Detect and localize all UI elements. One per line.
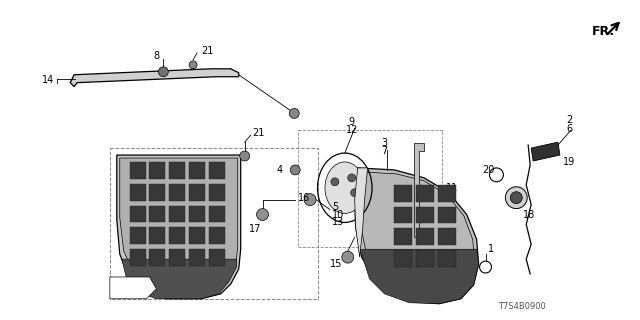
FancyBboxPatch shape	[394, 185, 412, 202]
Text: 21: 21	[201, 46, 213, 56]
FancyBboxPatch shape	[150, 162, 165, 179]
Text: 6: 6	[567, 124, 573, 134]
Text: 15: 15	[330, 259, 342, 269]
FancyBboxPatch shape	[438, 250, 456, 267]
Polygon shape	[531, 142, 560, 161]
Text: 5: 5	[332, 202, 338, 212]
Polygon shape	[122, 259, 237, 299]
FancyBboxPatch shape	[416, 185, 434, 202]
FancyBboxPatch shape	[209, 184, 225, 201]
Text: 7: 7	[381, 146, 388, 156]
Text: T7S4B0900: T7S4B0900	[499, 302, 546, 311]
Circle shape	[348, 174, 356, 182]
FancyBboxPatch shape	[150, 184, 165, 201]
FancyBboxPatch shape	[189, 228, 205, 244]
FancyBboxPatch shape	[438, 207, 456, 223]
Polygon shape	[116, 155, 241, 299]
FancyBboxPatch shape	[209, 249, 225, 266]
Text: 9: 9	[349, 117, 355, 127]
Text: 20: 20	[483, 165, 495, 175]
Text: 12: 12	[346, 125, 358, 135]
Circle shape	[291, 165, 300, 175]
FancyBboxPatch shape	[416, 228, 434, 245]
Circle shape	[342, 251, 354, 263]
Text: 16: 16	[298, 193, 310, 203]
FancyBboxPatch shape	[209, 206, 225, 222]
FancyBboxPatch shape	[150, 228, 165, 244]
FancyBboxPatch shape	[150, 249, 165, 266]
Polygon shape	[362, 249, 479, 304]
Text: 11: 11	[446, 183, 458, 193]
FancyBboxPatch shape	[189, 184, 205, 201]
Polygon shape	[110, 277, 156, 299]
FancyBboxPatch shape	[209, 228, 225, 244]
FancyBboxPatch shape	[189, 162, 205, 179]
Circle shape	[351, 189, 358, 197]
FancyBboxPatch shape	[394, 228, 412, 245]
FancyBboxPatch shape	[130, 249, 145, 266]
Circle shape	[331, 178, 339, 186]
Polygon shape	[120, 158, 237, 295]
Circle shape	[506, 187, 527, 209]
FancyBboxPatch shape	[130, 228, 145, 244]
FancyBboxPatch shape	[189, 206, 205, 222]
Polygon shape	[360, 172, 475, 299]
FancyBboxPatch shape	[416, 250, 434, 267]
FancyBboxPatch shape	[394, 250, 412, 267]
Text: 3: 3	[381, 138, 387, 148]
Circle shape	[510, 192, 522, 204]
Polygon shape	[70, 69, 239, 87]
Text: 19: 19	[563, 157, 575, 167]
Polygon shape	[355, 168, 479, 304]
Text: 2: 2	[566, 115, 573, 125]
Text: 13: 13	[332, 218, 344, 228]
Text: 21: 21	[253, 128, 265, 138]
Text: FR.: FR.	[591, 25, 615, 38]
Circle shape	[289, 108, 299, 118]
FancyBboxPatch shape	[170, 162, 185, 179]
FancyBboxPatch shape	[189, 249, 205, 266]
FancyBboxPatch shape	[170, 184, 185, 201]
Circle shape	[240, 151, 250, 161]
Text: 14: 14	[42, 75, 54, 85]
Polygon shape	[355, 168, 367, 257]
Text: 1: 1	[488, 244, 493, 254]
FancyBboxPatch shape	[416, 207, 434, 223]
Polygon shape	[414, 143, 424, 237]
Ellipse shape	[325, 162, 365, 213]
Text: 10: 10	[332, 210, 344, 220]
Circle shape	[304, 194, 316, 206]
Text: 4: 4	[276, 165, 282, 175]
FancyBboxPatch shape	[130, 162, 145, 179]
FancyBboxPatch shape	[394, 207, 412, 223]
Text: 17: 17	[248, 224, 261, 234]
FancyBboxPatch shape	[170, 249, 185, 266]
FancyBboxPatch shape	[170, 228, 185, 244]
Circle shape	[189, 61, 197, 69]
FancyBboxPatch shape	[130, 206, 145, 222]
FancyBboxPatch shape	[438, 228, 456, 245]
FancyBboxPatch shape	[130, 184, 145, 201]
Circle shape	[159, 67, 168, 77]
FancyBboxPatch shape	[438, 185, 456, 202]
Text: 18: 18	[524, 210, 536, 220]
FancyBboxPatch shape	[170, 206, 185, 222]
Circle shape	[257, 209, 268, 220]
Text: 8: 8	[154, 51, 159, 61]
FancyBboxPatch shape	[150, 206, 165, 222]
FancyBboxPatch shape	[209, 162, 225, 179]
